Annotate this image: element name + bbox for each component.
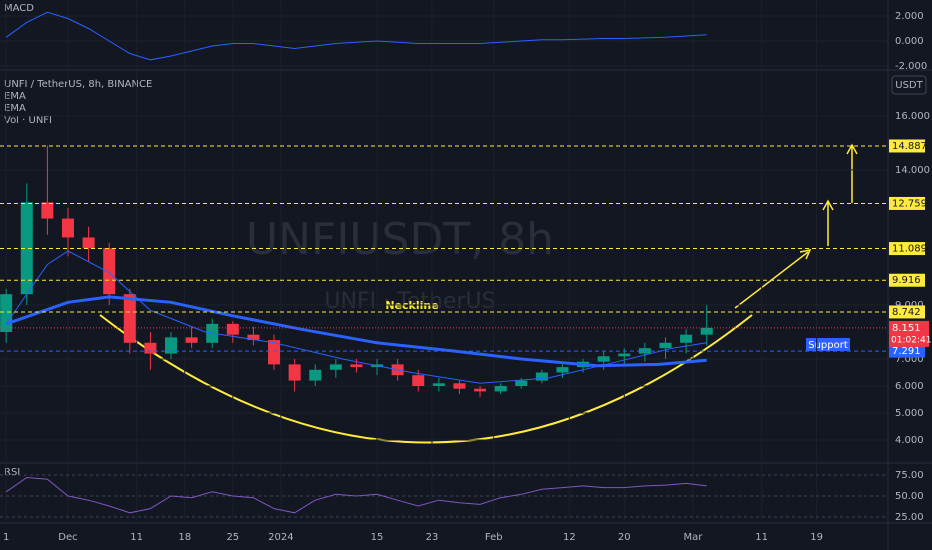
last-price-label: 8.151 <box>892 323 921 334</box>
candle-body <box>556 367 569 373</box>
candle-body <box>432 383 445 386</box>
currency-button[interactable] <box>891 75 927 95</box>
candle-body <box>535 372 548 381</box>
x-tick-label: 25 <box>226 532 239 543</box>
x-tick-label: 23 <box>426 532 439 543</box>
candle-body <box>123 294 136 343</box>
candle-body <box>700 327 713 335</box>
candle-body <box>247 334 260 341</box>
watermark-sub: UNFI · TetherUS <box>324 289 495 314</box>
y-tick-label: 6.000 <box>895 381 924 392</box>
candle-body <box>82 237 95 249</box>
support-label: Support <box>808 340 848 351</box>
y-tick-label: 25.00 <box>895 512 924 523</box>
x-tick-label: 15 <box>371 532 384 543</box>
indicator-line <box>5 476 707 514</box>
x-tick-label: 2024 <box>268 532 293 543</box>
indicator-label: Vol · UNFI <box>4 115 52 126</box>
x-tick-label: Feb <box>485 532 503 543</box>
x-tick-label: 11 <box>755 532 768 543</box>
level-label: 12.759 <box>892 198 927 209</box>
candle-body <box>185 337 198 343</box>
candle-body <box>0 294 13 332</box>
y-tick-label: 2.000 <box>895 11 924 22</box>
watermark: UNFIUSDT, 8h <box>246 214 554 265</box>
level-label: 7.291 <box>892 346 921 357</box>
candle-body <box>412 375 425 386</box>
y-tick-label: 4.000 <box>895 435 924 446</box>
y-tick-label: 14.000 <box>895 165 930 176</box>
x-tick-label: Mar <box>684 532 704 543</box>
level-label: 8.742 <box>892 307 921 318</box>
y-tick-label: 7.000 <box>895 354 924 365</box>
currency-label: USDT <box>895 80 923 91</box>
candle-body <box>103 248 116 295</box>
level-label: 14.887 <box>892 141 927 152</box>
level-box <box>889 196 925 210</box>
x-tick-label: 12 <box>563 532 576 543</box>
countdown: 01:02:41 <box>891 335 931 345</box>
cup-curve <box>99 314 753 444</box>
candle-body <box>20 202 33 295</box>
candle-body <box>659 342 672 349</box>
x-tick-label: 19 <box>810 532 823 543</box>
y-tick-label: -2.000 <box>895 61 927 72</box>
y-tick-label: 5.000 <box>895 408 924 419</box>
last-price-box <box>889 320 929 347</box>
y-tick-label: 16.000 <box>895 111 930 122</box>
candle-body <box>494 385 507 392</box>
indicator-label: EMA <box>4 103 26 114</box>
candle-body <box>226 323 239 335</box>
candle-body <box>288 364 301 381</box>
y-tick-label: 75.00 <box>895 470 924 481</box>
level-label: 11.089 <box>892 244 927 255</box>
indicator-line <box>5 11 707 61</box>
candle-body <box>474 388 487 392</box>
candle-body <box>309 369 322 381</box>
candle-body <box>41 202 54 219</box>
rsi-title: RSI <box>4 467 20 478</box>
x-tick-label: 1 <box>3 532 9 543</box>
arrow-head <box>799 248 812 260</box>
candle-body <box>165 337 178 354</box>
x-tick-label: Dec <box>58 532 77 543</box>
candle-body <box>329 364 342 370</box>
candle-body <box>453 383 466 389</box>
x-tick-label: 20 <box>618 532 631 543</box>
level-box <box>889 273 925 287</box>
candle-body <box>144 342 157 354</box>
candle-body <box>350 364 363 368</box>
level-label: 9.916 <box>892 275 921 286</box>
y-tick-label: 0.000 <box>895 36 924 47</box>
candle-body <box>597 356 610 362</box>
level-box <box>889 139 925 153</box>
candle-body <box>268 340 281 365</box>
candle-body <box>618 353 631 357</box>
ema-line <box>5 295 707 368</box>
x-tick-label: 11 <box>130 532 143 543</box>
level-box <box>889 344 925 358</box>
candle-body <box>515 380 528 386</box>
arrow <box>846 143 858 203</box>
macd-title: MACD <box>4 3 34 14</box>
arrow <box>822 199 834 246</box>
symbol-title: UNFI / TetherUS, 8h, BINANCE <box>4 79 152 90</box>
level-box <box>889 242 925 256</box>
y-tick-label: 50.00 <box>895 491 924 502</box>
x-tick-label: 18 <box>178 532 191 543</box>
candle-body <box>680 334 693 343</box>
indicator-label: EMA <box>4 91 26 102</box>
level-box <box>889 305 925 319</box>
candle-body <box>61 218 74 238</box>
neckline-label: Neckline <box>385 299 438 312</box>
